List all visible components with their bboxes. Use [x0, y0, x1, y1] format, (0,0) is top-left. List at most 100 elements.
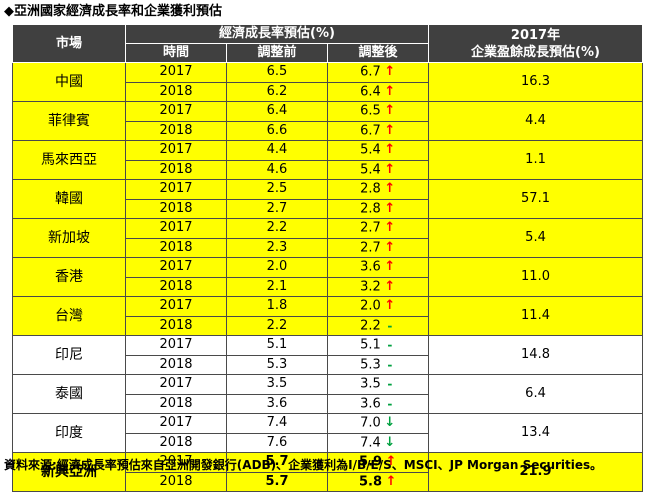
market-cell: 香港 [12, 257, 126, 297]
year-cell: 2018 [125, 393, 227, 414]
year-cell: 2017 [125, 62, 227, 83]
up-arrow-icon: ↑ [384, 122, 396, 138]
year-cell: 2018 [125, 120, 227, 141]
before-value-cell: 2.2 [226, 315, 328, 336]
market-cell: 中國 [12, 62, 126, 102]
before-value-cell: 3.5 [226, 374, 328, 395]
before-value-cell: 6.4 [226, 101, 328, 122]
after-value-cell: 6.5 ↑ [326, 101, 430, 122]
up-arrow-icon: ↑ [384, 142, 396, 157]
after-value-cell: 3.6- [326, 393, 430, 414]
up-arrow-icon: ↑ [385, 454, 397, 469]
after-value-cell: 5.1- [326, 335, 430, 356]
market-cell: 馬來西亞 [12, 140, 126, 180]
up-arrow-icon: ↑ [384, 83, 396, 99]
table-row: 2018 3.6 3.6- [13, 393, 643, 414]
earnings-cell: 5.4 [428, 218, 644, 258]
year-cell: 2018 [125, 276, 227, 297]
up-arrow-icon: ↑ [384, 161, 396, 177]
before-value-cell: 2.7 [226, 198, 328, 219]
before-value-cell: 2.5 [226, 179, 328, 200]
growth-table: 市場 經濟成長率預估(%) 2017年 企業盈餘成長預估(%) 時間 調整前 調… [12, 24, 644, 492]
year-cell: 2018 [125, 81, 227, 102]
header-gdp-group: 經濟成長率預估(%) [124, 24, 430, 44]
before-value-cell: 5.3 [226, 354, 328, 375]
earnings-cell: 16.3 [428, 62, 644, 102]
year-cell: 2018 [125, 315, 227, 336]
before-value-cell: 2.1 [226, 276, 328, 297]
after-value: 6.7 [360, 64, 381, 80]
table-row: 2018 7.6 7.4 ↓ [13, 432, 643, 453]
after-value-cell: 2.7 ↑ [326, 218, 430, 239]
up-arrow-icon: ↑ [384, 103, 396, 118]
after-value: 3.2 [360, 279, 381, 294]
before-value-cell: 6.2 [226, 81, 328, 102]
header-market: 市場 [12, 24, 126, 63]
after-value-cell: 2.8 ↑ [326, 198, 430, 219]
table-row: 印尼 2017 5.1 5.1-14.8 [12, 335, 644, 375]
after-value-cell: 3.6 ↑ [326, 257, 430, 278]
after-value-cell: 2.7 ↑ [326, 237, 430, 258]
up-arrow-icon: ↑ [384, 298, 396, 313]
after-value: 5.9 [358, 454, 383, 470]
header-earnings: 2017年 企業盈餘成長預估(%) [428, 24, 644, 63]
market-cell: 新加坡 [12, 218, 126, 258]
after-value-cell: 2.8 ↑ [326, 179, 430, 200]
after-value-cell: 5.4 ↑ [326, 140, 430, 161]
dash-icon: - [387, 396, 393, 411]
after-value: 5.1 [360, 337, 381, 353]
after-value: 3.6 [360, 259, 381, 275]
earnings-cell: 13.4 [428, 413, 644, 453]
after-value: 2.2 [360, 318, 381, 333]
up-arrow-icon: ↑ [384, 278, 396, 294]
after-value: 3.6 [360, 396, 381, 411]
before-value-cell: 7.6 [226, 432, 328, 453]
after-value: 6.5 [360, 103, 381, 119]
year-cell: 2018 [125, 159, 227, 180]
table-row: 2018 2.3 2.7 ↑ [13, 237, 643, 258]
after-value-cell: 5.3- [326, 354, 430, 375]
header-earnings-line1: 2017年 [510, 27, 561, 43]
up-arrow-icon: ↑ [384, 181, 396, 196]
before-value-cell: 5.1 [226, 335, 328, 356]
earnings-cell: 6.4 [428, 374, 644, 414]
year-cell: 2018 [125, 237, 227, 258]
before-value-cell: 4.6 [226, 159, 328, 180]
dash-icon: - [387, 357, 393, 372]
after-value: 5.3 [360, 357, 381, 372]
table-row: 2018 6.2 6.4 ↑ [13, 81, 643, 102]
before-value-cell: 2.3 [226, 237, 328, 258]
after-value: 5.4 [360, 142, 381, 158]
down-arrow-icon: ↓ [384, 415, 396, 430]
table-row: 韓國 2017 2.5 2.8 ↑ 57.1 [12, 179, 644, 219]
earnings-cell: 11.0 [428, 257, 644, 297]
up-arrow-icon: ↑ [384, 239, 396, 255]
before-value-cell: 3.6 [226, 393, 328, 414]
dash-icon: - [387, 377, 393, 391]
table-row: 香港 2017 2.0 3.6 ↑ 11.0 [12, 257, 644, 297]
earnings-cell: 11.4 [428, 296, 644, 336]
after-value: 6.4 [360, 84, 381, 99]
before-value-cell: 1.8 [226, 296, 328, 317]
market-cell: 菲律賓 [12, 101, 126, 141]
after-value: 5.8 [358, 474, 383, 489]
table-row: 馬來西亞 2017 4.4 5.4 ↑ 1.1 [12, 140, 644, 180]
before-value-cell: 2.2 [226, 218, 328, 239]
up-arrow-icon: ↑ [384, 259, 396, 274]
dash-icon: - [387, 338, 393, 352]
after-value: 7.4 [360, 435, 381, 450]
year-cell: 2017 [125, 335, 227, 356]
after-value-cell: 5.4 ↑ [326, 159, 430, 180]
source-note: 資料來源:經濟成長率預估來自亞洲開發銀行(ADB)、企業獲利為I/B/E/S、M… [4, 458, 603, 472]
after-value-cell: 5.9 ↑ [326, 452, 430, 473]
page-title: ◆亞洲國家經濟成長率和企業獲利預估 [4, 4, 222, 19]
after-value-cell: 5.8 ↑ [326, 471, 430, 492]
earnings-cell: 1.1 [428, 140, 644, 180]
before-value-cell: 7.4 [226, 413, 328, 434]
before-value-cell: 4.4 [226, 140, 328, 161]
year-cell: 2017 [125, 101, 227, 122]
table-row: 台灣 2017 1.8 2.0 ↑ 11.4 [12, 296, 644, 336]
earnings-cell: 57.1 [428, 179, 644, 219]
header-before: 調整前 [226, 43, 328, 63]
after-value-cell: 7.4 ↓ [326, 432, 430, 453]
